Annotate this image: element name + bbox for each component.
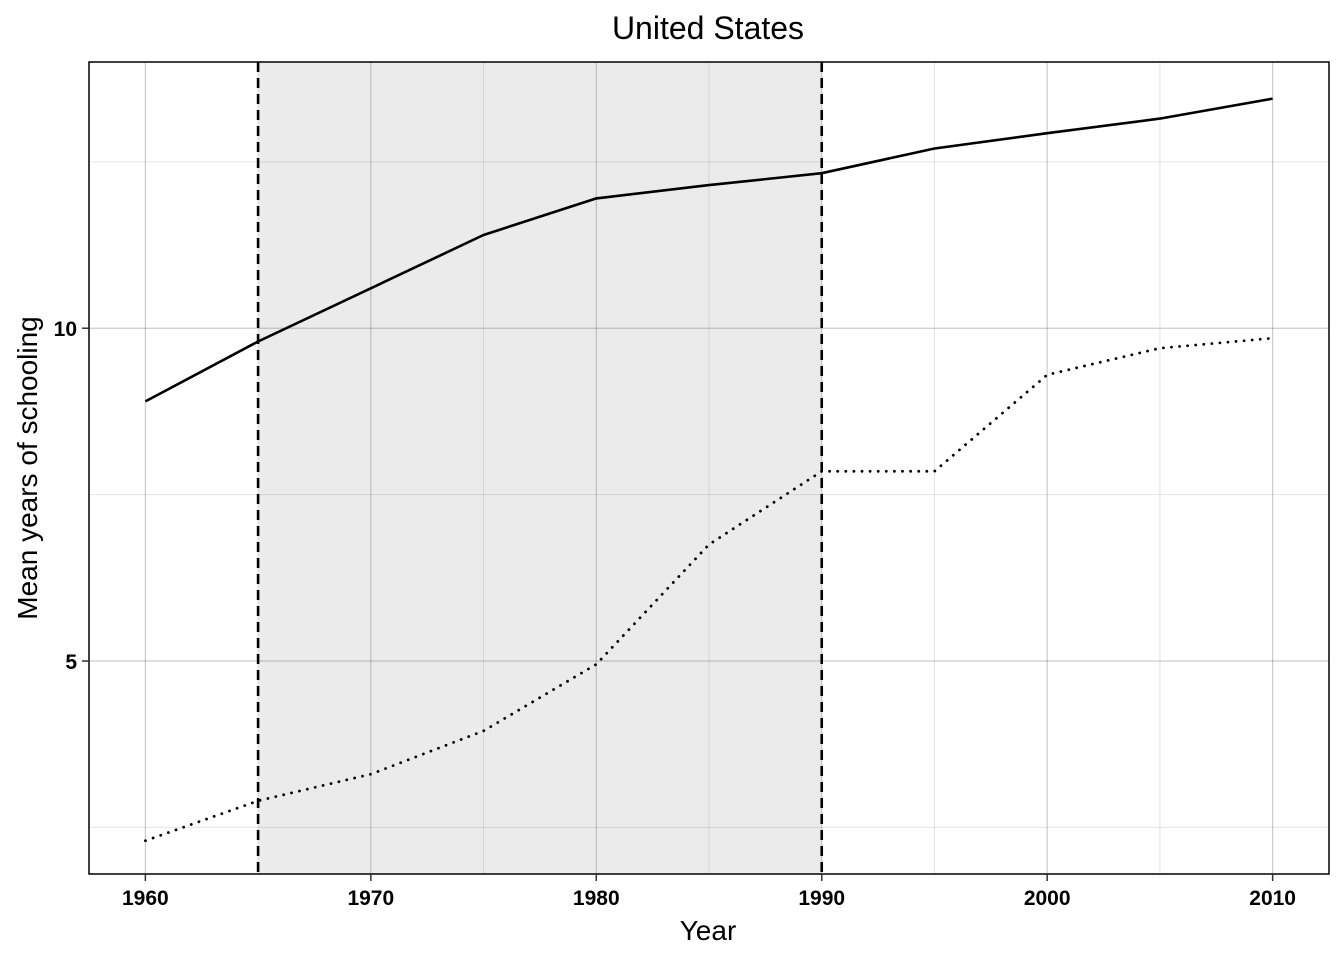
series-line-2 bbox=[143, 336, 1274, 843]
plot-border bbox=[88, 61, 1330, 875]
x-tick-label: 1970 bbox=[347, 887, 394, 910]
x-axis-label: Year bbox=[680, 915, 737, 946]
chart-title: United States bbox=[612, 10, 804, 46]
x-tick-label: 1990 bbox=[798, 887, 845, 910]
shaded-period bbox=[258, 62, 822, 874]
x-tick-label: 2010 bbox=[1249, 887, 1296, 910]
x-tick-label: 1960 bbox=[122, 887, 169, 910]
x-tick-label: 2000 bbox=[1024, 887, 1071, 910]
y-tick-label: 5 bbox=[65, 651, 77, 674]
series-line-1 bbox=[144, 97, 1273, 403]
y-tick-label: 10 bbox=[54, 318, 77, 341]
y-axis-label: Mean years of schooling bbox=[12, 316, 43, 620]
x-tick-label: 1980 bbox=[573, 887, 620, 910]
plot-area: 1960 1970 1980 1990 2000 2010 5 10 bbox=[54, 61, 1330, 910]
